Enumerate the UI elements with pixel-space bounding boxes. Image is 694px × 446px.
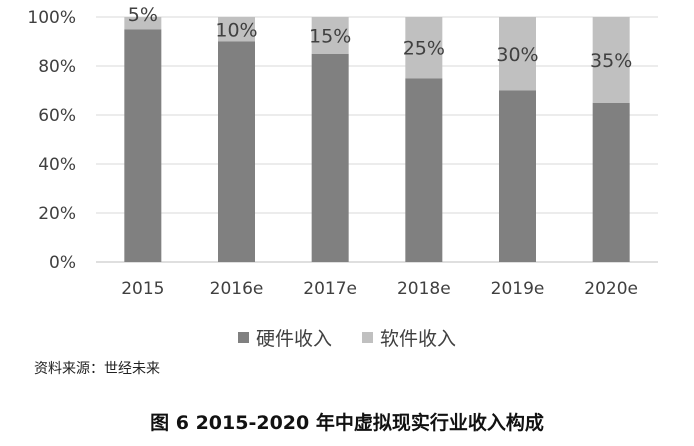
bar-hardware bbox=[311, 53, 349, 262]
y-tick-label: 60% bbox=[38, 106, 76, 126]
bar-software bbox=[592, 17, 630, 103]
legend-swatch-software bbox=[362, 332, 373, 343]
data-label: 10% bbox=[215, 19, 257, 41]
data-label: 35% bbox=[590, 50, 632, 72]
gridlines bbox=[96, 16, 658, 263]
legend-label-software: 软件收入 bbox=[380, 328, 457, 350]
legend-label-hardware: 硬件收入 bbox=[255, 328, 332, 350]
legend-item-software: 软件收入 bbox=[362, 324, 456, 351]
bar-hardware bbox=[499, 90, 536, 262]
x-axis-ticks: 2015 2016e 2017e 2018e 2019e 2020e bbox=[121, 279, 638, 299]
bar-hardware bbox=[405, 78, 443, 262]
figure-caption: 图 6 2015-2020 年中虚拟现实行业收入构成 bbox=[150, 412, 544, 434]
y-tick-label: 100% bbox=[27, 8, 76, 28]
stacked-bar-chart: 0% 20% 40% 60% 80% 100% 5% 10% 15% 25% 30% 35% 201… bbox=[27, 4, 658, 299]
bar-software bbox=[124, 17, 162, 30]
x-tick-label: 2015 bbox=[121, 279, 164, 299]
x-tick-label: 2018e bbox=[397, 279, 451, 299]
x-tick-label: 2020e bbox=[584, 279, 638, 299]
y-tick-label: 80% bbox=[38, 57, 76, 77]
legend-swatch-hardware bbox=[237, 332, 249, 343]
data-label: 25% bbox=[403, 38, 445, 60]
data-label: 15% bbox=[309, 25, 351, 47]
bar-hardware bbox=[592, 102, 630, 262]
y-tick-label: 0% bbox=[49, 253, 76, 273]
source-note: 资料来源：世经未来 bbox=[34, 361, 160, 377]
bar-software bbox=[405, 17, 443, 79]
data-label: 5% bbox=[128, 4, 158, 26]
data-label: 30% bbox=[496, 44, 538, 66]
bars bbox=[124, 17, 630, 262]
bar-software bbox=[311, 17, 349, 54]
x-tick-label: 2019e bbox=[491, 279, 545, 299]
bar-hardware bbox=[124, 29, 162, 262]
bar-hardware bbox=[218, 41, 255, 262]
data-labels: 5% 10% 15% 25% 30% 35% bbox=[128, 4, 633, 72]
bar-software bbox=[218, 17, 255, 42]
legend: 硬件收入 软件收入 bbox=[0, 324, 694, 351]
y-tick-label: 20% bbox=[38, 204, 76, 224]
y-tick-label: 40% bbox=[38, 155, 76, 175]
x-tick-label: 2017e bbox=[303, 279, 357, 299]
bar-software bbox=[499, 17, 536, 91]
y-axis-ticks: 0% 20% 40% 60% 80% 100% bbox=[27, 8, 76, 273]
legend-item-hardware: 硬件收入 bbox=[237, 324, 332, 351]
x-tick-label: 2016e bbox=[210, 279, 264, 299]
